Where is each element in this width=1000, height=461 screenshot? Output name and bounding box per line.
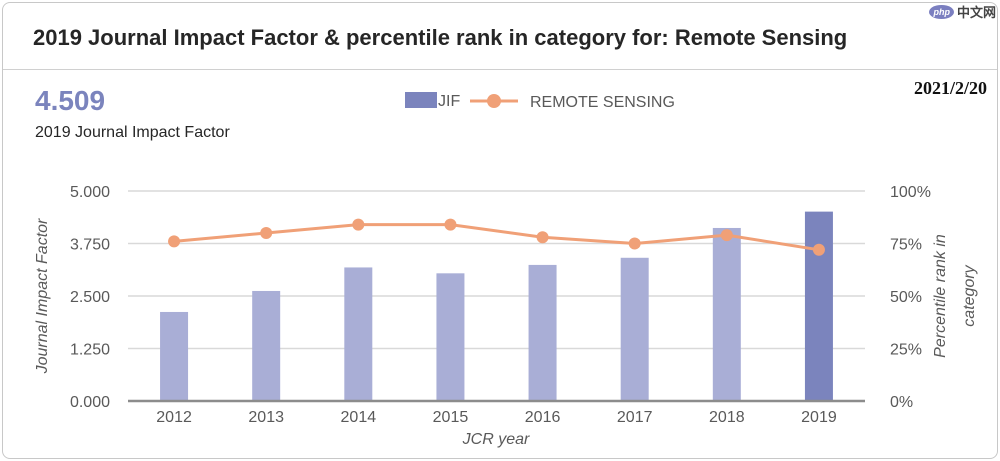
y-tick-label: 2.500 (70, 289, 110, 306)
php-logo-icon: php (929, 4, 954, 19)
legend-marker-line (487, 94, 501, 108)
card-header: 2019 Journal Impact Factor & percentile … (3, 3, 997, 70)
bar (160, 311, 189, 401)
bar (252, 290, 281, 401)
line-marker (812, 243, 825, 256)
legend-swatch-bar (405, 92, 437, 108)
line-marker (444, 218, 457, 231)
x-tick-label: 2019 (801, 409, 837, 426)
bar (436, 273, 465, 401)
axes: 0.000 1.250 2.500 3.750 5.000 0% 25% 50% 75% 100%… (34, 184, 978, 448)
legend-label-bar: JIF (438, 93, 460, 110)
y2-tick-label: 25% (890, 342, 922, 359)
bar (528, 264, 557, 401)
y-tick-label: 1.250 (70, 342, 110, 359)
y-tick-label: 5.000 (70, 184, 110, 201)
line-series (168, 218, 825, 256)
line-marker (628, 237, 641, 250)
date-stamp: 2021/2/20 (913, 78, 987, 98)
x-tick-label: 2016 (525, 409, 561, 426)
line-path (173, 223, 820, 252)
x-tick-label: 2015 (433, 409, 469, 426)
bar-series (160, 211, 833, 401)
x-tick-label: 2012 (156, 409, 192, 426)
line-marker (260, 227, 273, 239)
y-tick-label: 3.750 (70, 237, 110, 254)
y2-tick-label: 50% (890, 289, 922, 306)
y2-tick-label: 100% (890, 184, 931, 201)
bar (804, 211, 833, 401)
jif-caption: 2019 Journal Impact Factor (35, 124, 230, 141)
line-marker (352, 218, 365, 231)
bar (712, 227, 741, 401)
y2-axis-title-line1: Percentile rank in (932, 234, 949, 358)
bar (620, 257, 649, 401)
watermark-text: 中文网 (956, 5, 996, 20)
line-marker (720, 229, 733, 242)
site-watermark: php 中文网 (929, 2, 996, 21)
y-axis-title: Journal Impact Factor (34, 218, 51, 374)
chart-title: 2019 Journal Impact Factor & percentile … (33, 25, 848, 50)
y2-tick-label: 75% (890, 237, 922, 254)
x-tick-label: 2013 (248, 409, 284, 426)
y-tick-label: 0.000 (70, 394, 110, 411)
gridlines (128, 190, 865, 350)
line-marker (536, 231, 549, 244)
y2-axis-title-line2: category (961, 264, 978, 326)
line-marker (168, 235, 181, 248)
legend: JIF REMOTE SENSING (405, 92, 675, 111)
x-axis-title: JCR year (462, 431, 530, 448)
y2-tick-label: 0% (890, 394, 913, 411)
bar (344, 267, 373, 401)
legend-label-line: REMOTE SENSING (530, 94, 675, 111)
jif-value: 4.509 (35, 85, 106, 116)
x-tick-label: 2017 (617, 409, 653, 426)
x-tick-label: 2014 (341, 409, 377, 426)
x-tick-label: 2018 (709, 409, 745, 426)
